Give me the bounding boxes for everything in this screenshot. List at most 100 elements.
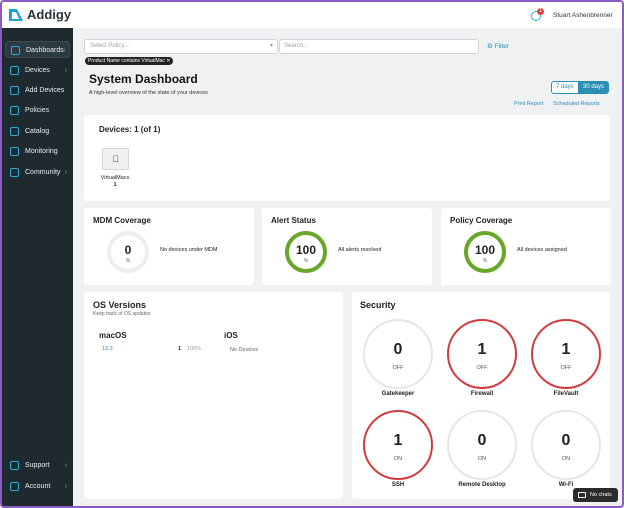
security-label: Gatekeeper bbox=[381, 391, 415, 397]
top-bar bbox=[2, 2, 622, 28]
nav-icon bbox=[10, 461, 19, 470]
nav-item[interactable]: Community › bbox=[5, 164, 70, 181]
notification-badge: 1 bbox=[537, 8, 544, 15]
security-value: 0 bbox=[561, 432, 571, 449]
security-state: ON bbox=[561, 456, 571, 462]
os-version[interactable]: 13.3 bbox=[102, 346, 113, 352]
chat-label: No chats bbox=[590, 492, 612, 498]
nav-icon bbox=[10, 86, 19, 95]
device-count: 1 bbox=[113, 182, 117, 188]
print-report-link[interactable]: Print Report bbox=[514, 101, 544, 107]
chat-button[interactable]: No chats bbox=[573, 488, 618, 502]
nav-label: Community bbox=[25, 169, 61, 176]
os-versions-card: OS Versions Keep track of OS updates mac… bbox=[84, 292, 343, 499]
security-ring: 1 OFF bbox=[531, 319, 601, 389]
nav-label: Policies bbox=[25, 107, 50, 114]
filter-chip[interactable]: Product Name contains VirtualMac ✕ bbox=[85, 57, 174, 65]
logo-text: Addigy bbox=[27, 7, 72, 22]
scheduled-reports-link[interactable]: Scheduled Reports bbox=[553, 101, 600, 107]
user-menu[interactable]: Stuart Ashenbrenner bbox=[553, 12, 613, 19]
security-ring: 1 ON bbox=[363, 410, 433, 480]
security-title: Security bbox=[360, 300, 396, 310]
security-value: 1 bbox=[477, 341, 487, 358]
os-title: OS Versions bbox=[93, 300, 147, 310]
security-ring: 0 ON bbox=[447, 410, 517, 480]
coverage-ring: 0% bbox=[107, 231, 149, 273]
user-chevron: ⌄ bbox=[606, 11, 612, 18]
security-label: Wi-Fi bbox=[558, 482, 574, 488]
nav-label: Catalog bbox=[25, 128, 50, 135]
nav-icon bbox=[10, 482, 19, 491]
nav-label: Account bbox=[25, 483, 51, 490]
nav-chevron: › bbox=[64, 462, 67, 469]
nav-item[interactable]: Catalog bbox=[5, 123, 70, 140]
security-label: FileVault bbox=[553, 391, 579, 397]
logo-icon bbox=[9, 9, 23, 21]
coverage-card: Policy Coverage 100% All devices assigned bbox=[441, 208, 611, 285]
policy-select[interactable]: Select Policy... ▾ bbox=[84, 39, 278, 54]
notification-icon[interactable] bbox=[531, 11, 541, 21]
os-version-percent: 100% bbox=[187, 346, 202, 352]
coverage-title: MDM Coverage bbox=[93, 216, 151, 225]
nav-chevron: › bbox=[64, 483, 67, 490]
nav-item[interactable]: Monitoring bbox=[5, 143, 70, 160]
nav-item[interactable]: Support › bbox=[5, 457, 70, 474]
os-version-count: 1 bbox=[178, 346, 182, 352]
device-name: VirtualMacs bbox=[100, 175, 130, 181]
range-30-days[interactable]: 30 days bbox=[578, 81, 610, 94]
sidebar: Dashboards › Devices › Add Devices Policies Ca… bbox=[2, 28, 73, 506]
security-ring: 0 ON bbox=[531, 410, 601, 480]
range-7-days[interactable]: 7 days bbox=[551, 81, 579, 94]
devices-title: Devices: 1 (of 1) bbox=[99, 125, 161, 134]
nav-item[interactable]: Policies bbox=[5, 102, 70, 119]
security-ring: 0 OFF bbox=[363, 319, 433, 389]
platform-empty: No Devices bbox=[230, 347, 259, 353]
security-ring: 1 OFF bbox=[447, 319, 517, 389]
nav-item[interactable]: Devices › bbox=[5, 62, 70, 79]
coverage-title: Alert Status bbox=[271, 216, 316, 225]
security-label: Firewall bbox=[470, 391, 494, 397]
nav-chevron: › bbox=[64, 169, 67, 176]
filter-button[interactable]: ⚙ Filter bbox=[487, 43, 510, 50]
nav-item[interactable]: Account › bbox=[5, 478, 70, 495]
coverage-ring: 100% bbox=[285, 231, 327, 273]
security-value: 0 bbox=[393, 341, 403, 358]
nav-item[interactable]: Dashboards › bbox=[5, 41, 70, 58]
nav-item[interactable]: Add Devices bbox=[5, 82, 70, 99]
nav-label: Support bbox=[25, 462, 50, 469]
nav-label: Add Devices bbox=[25, 87, 65, 94]
os-subtitle: Keep track of OS updates bbox=[93, 311, 151, 317]
filter-label: Filter bbox=[494, 43, 510, 50]
device-group[interactable]: VirtualMacs 1 bbox=[101, 175, 130, 189]
filter-chip-label: Product Name contains VirtualMac bbox=[88, 58, 165, 64]
security-card: Security 0 OFF Gatekeeper 1 OFF Firewall 1 OFF F… bbox=[352, 292, 610, 499]
nav-icon bbox=[10, 127, 19, 136]
coverage-unit: % bbox=[482, 258, 488, 264]
security-value: 1 bbox=[393, 432, 403, 449]
coverage-status: All alerts resolved bbox=[338, 247, 382, 253]
security-label: Remote Desktop bbox=[458, 482, 506, 488]
page-title: System Dashboard bbox=[89, 72, 198, 86]
security-label: SSH bbox=[391, 482, 405, 488]
security-value: 0 bbox=[477, 432, 487, 449]
security-state: OFF bbox=[392, 365, 404, 371]
coverage-ring: 100% bbox=[464, 231, 506, 273]
coverage-unit: % bbox=[303, 258, 309, 264]
nav-icon bbox=[10, 106, 19, 115]
device-icon[interactable]:  bbox=[102, 148, 129, 170]
page-subtitle: A high-level overview of the state of yo… bbox=[89, 90, 208, 96]
coverage-card: Alert Status 100% All alerts resolved bbox=[262, 208, 432, 285]
nav-label: Monitoring bbox=[25, 148, 58, 155]
coverage-title: Policy Coverage bbox=[450, 216, 513, 225]
policy-placeholder: Select Policy... bbox=[90, 43, 129, 49]
coverage-value: 0 bbox=[124, 243, 132, 257]
search-input[interactable]: Search... bbox=[279, 39, 479, 54]
nav-icon bbox=[10, 147, 19, 156]
nav-chevron: › bbox=[63, 47, 66, 54]
platform-name: iOS bbox=[224, 331, 238, 340]
coverage-status: All devices assigned bbox=[517, 247, 567, 253]
coverage-status: No devices under MDM bbox=[160, 247, 218, 253]
security-state: ON bbox=[393, 456, 403, 462]
